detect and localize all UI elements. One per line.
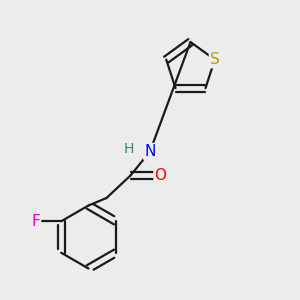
Text: N: N xyxy=(144,144,156,159)
Text: H: H xyxy=(123,142,134,156)
Text: F: F xyxy=(31,214,40,229)
Text: S: S xyxy=(210,52,220,67)
Text: O: O xyxy=(154,168,166,183)
